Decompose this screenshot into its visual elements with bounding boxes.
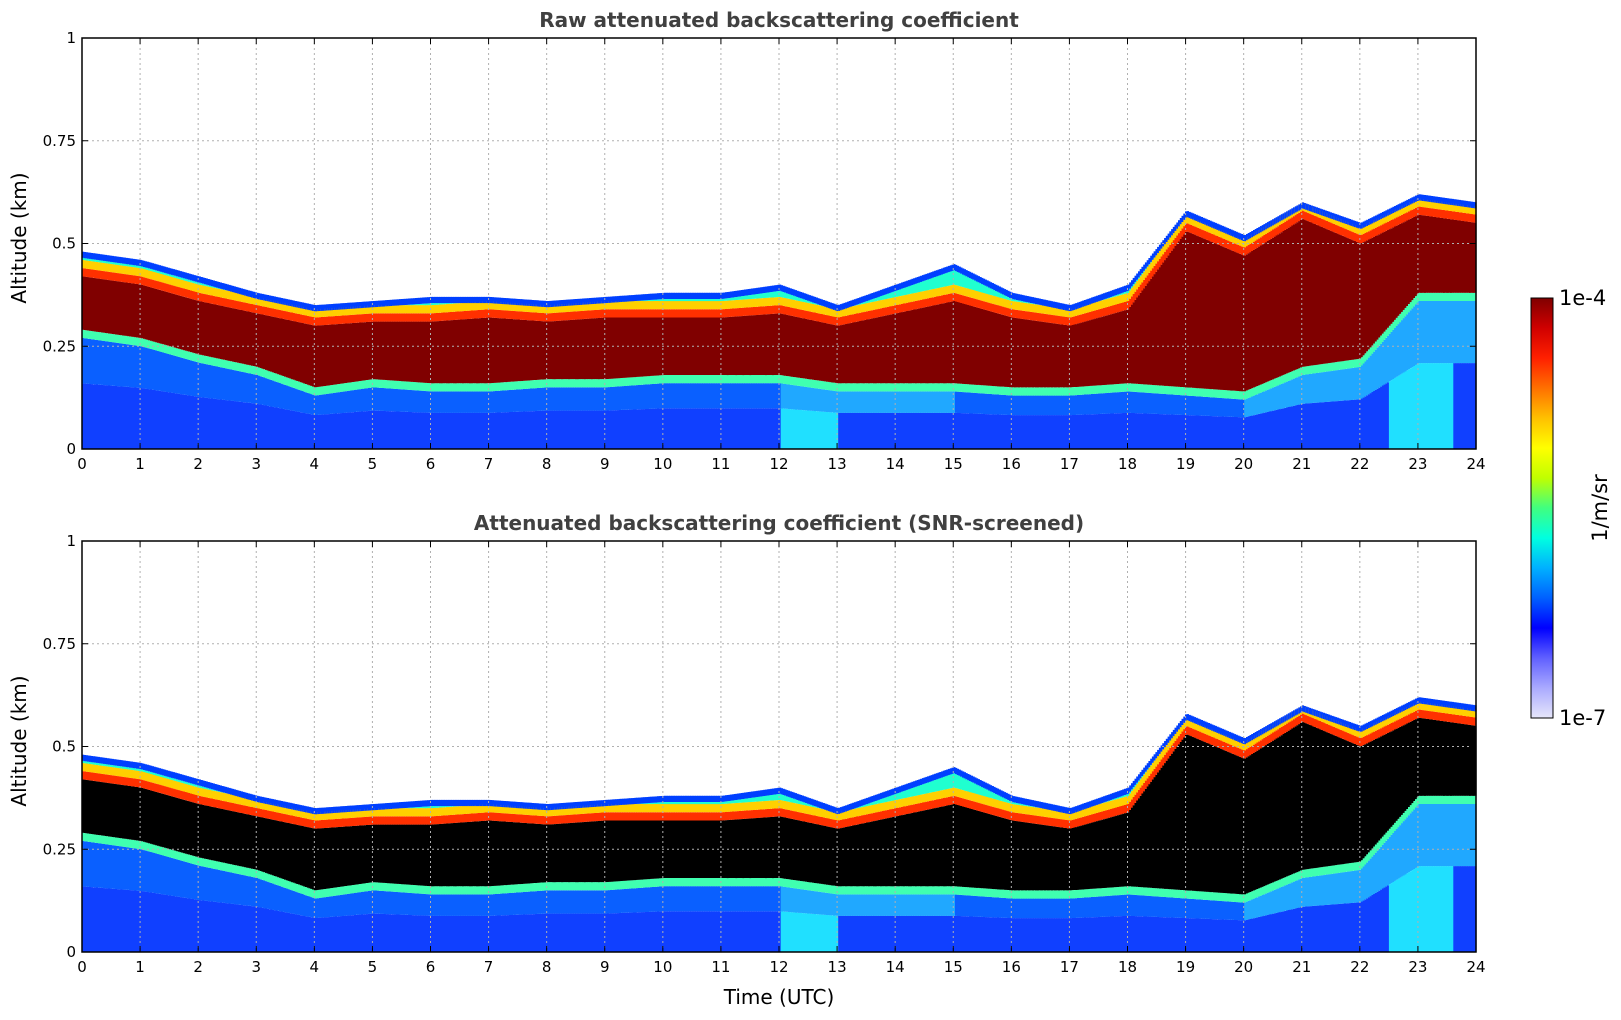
x-tick-label: 17	[1060, 455, 1079, 473]
x-tick-label: 12	[769, 958, 788, 976]
x-tick-label: 1	[135, 958, 145, 976]
x-tick-label: 7	[484, 958, 494, 976]
y-tick-label: 0	[66, 440, 76, 458]
x-tick-label: 4	[310, 455, 320, 473]
snr-backscatter-panel: Attenuated backscattering coefficient (S…	[7, 511, 1486, 1009]
x-tick-label: 21	[1292, 958, 1311, 976]
x-tick-label: 11	[711, 958, 730, 976]
snr-x-ticks: 0 1 2 3 4 5 6 7 8 9 10 11 12 13 14 15 16 17 18 19 20 21 22 23 24	[77, 541, 1486, 976]
y-tick-label: 0.5	[52, 235, 76, 253]
x-tick-label: 21	[1292, 455, 1311, 473]
x-tick-label: 5	[368, 455, 378, 473]
x-tick-label: 17	[1060, 958, 1079, 976]
y-tick-label: 0.25	[43, 840, 76, 858]
x-tick-label: 13	[828, 958, 847, 976]
x-tick-label: 24	[1466, 958, 1485, 976]
x-tick-label: 0	[77, 958, 87, 976]
x-tick-label: 4	[310, 958, 320, 976]
x-tick-label: 9	[600, 958, 610, 976]
x-tick-label: 14	[886, 455, 905, 473]
colorbar-gradient	[1530, 297, 1554, 719]
x-axis-label: Time (UTC)	[723, 985, 835, 1009]
x-tick-label: 2	[193, 958, 203, 976]
colorbar: 1e-4 1e-7 1/m/sr	[1530, 286, 1612, 730]
x-tick-label: 13	[828, 455, 847, 473]
snr-y-axis-label: Altitude (km)	[7, 675, 31, 806]
x-tick-label: 23	[1408, 455, 1427, 473]
colorbar-unit-label: 1/m/sr	[1588, 474, 1612, 542]
x-tick-label: 18	[1118, 958, 1137, 976]
x-tick-label: 19	[1176, 958, 1195, 976]
y-tick-label: 0.5	[52, 738, 76, 756]
backscatter-field	[82, 194, 1477, 449]
x-tick-label: 8	[542, 455, 552, 473]
raw-panel-title: Raw attenuated backscattering coefficien…	[539, 8, 1019, 32]
raw-plot-area	[81, 37, 1477, 450]
x-tick-label: 19	[1176, 455, 1195, 473]
x-tick-label: 20	[1234, 455, 1253, 473]
x-tick-label: 2	[193, 455, 203, 473]
x-tick-label: 18	[1118, 455, 1137, 473]
x-tick-label: 22	[1350, 455, 1369, 473]
y-tick-label: 1	[66, 532, 76, 550]
y-tick-label: 0	[66, 943, 76, 961]
x-tick-label: 5	[368, 958, 378, 976]
x-tick-label: 10	[653, 958, 672, 976]
x-tick-label: 15	[944, 958, 963, 976]
colorbar-max-label: 1e-4	[1559, 286, 1606, 310]
snr-panel-title: Attenuated backscattering coefficient (S…	[474, 511, 1084, 535]
backscatter-field	[82, 697, 1477, 952]
x-tick-label: 22	[1350, 958, 1369, 976]
x-tick-label: 20	[1234, 958, 1253, 976]
x-tick-label: 3	[251, 958, 261, 976]
x-tick-label: 3	[251, 455, 261, 473]
colorbar-min-label: 1e-7	[1559, 706, 1606, 730]
x-tick-label: 16	[1002, 455, 1021, 473]
y-tick-label: 0.75	[43, 132, 76, 150]
x-tick-label: 8	[542, 958, 552, 976]
x-tick-label: 9	[600, 455, 610, 473]
y-tick-label: 0.75	[43, 635, 76, 653]
x-tick-label: 7	[484, 455, 494, 473]
raw-backscatter-panel: Raw attenuated backscattering coefficien…	[7, 8, 1486, 473]
x-tick-label: 10	[653, 455, 672, 473]
raw-y-ticks: 0 0.25 0.5 0.75 1	[43, 29, 1476, 458]
x-tick-label: 24	[1466, 455, 1485, 473]
raw-y-axis-label: Altitude (km)	[7, 172, 31, 303]
y-tick-label: 0.25	[43, 337, 76, 355]
x-tick-label: 1	[135, 455, 145, 473]
grid-lines	[82, 38, 1476, 449]
x-tick-label: 11	[711, 455, 730, 473]
x-tick-label: 6	[426, 455, 436, 473]
x-tick-label: 6	[426, 958, 436, 976]
x-tick-label: 14	[886, 958, 905, 976]
x-tick-label: 12	[769, 455, 788, 473]
snr-plot-area	[81, 540, 1477, 953]
x-tick-label: 16	[1002, 958, 1021, 976]
x-tick-label: 23	[1408, 958, 1427, 976]
snr-y-ticks: 0 0.25 0.5 0.75 1	[43, 532, 1476, 961]
y-tick-label: 1	[66, 29, 76, 47]
x-tick-label: 15	[944, 455, 963, 473]
grid-lines	[82, 541, 1476, 952]
raw-x-ticks: 0 1 2 3 4 5 6 7 8 9 10 11 12 13 14 15 16 17 18 19 20 21 22 23 24	[77, 38, 1486, 473]
x-tick-label: 0	[77, 455, 87, 473]
